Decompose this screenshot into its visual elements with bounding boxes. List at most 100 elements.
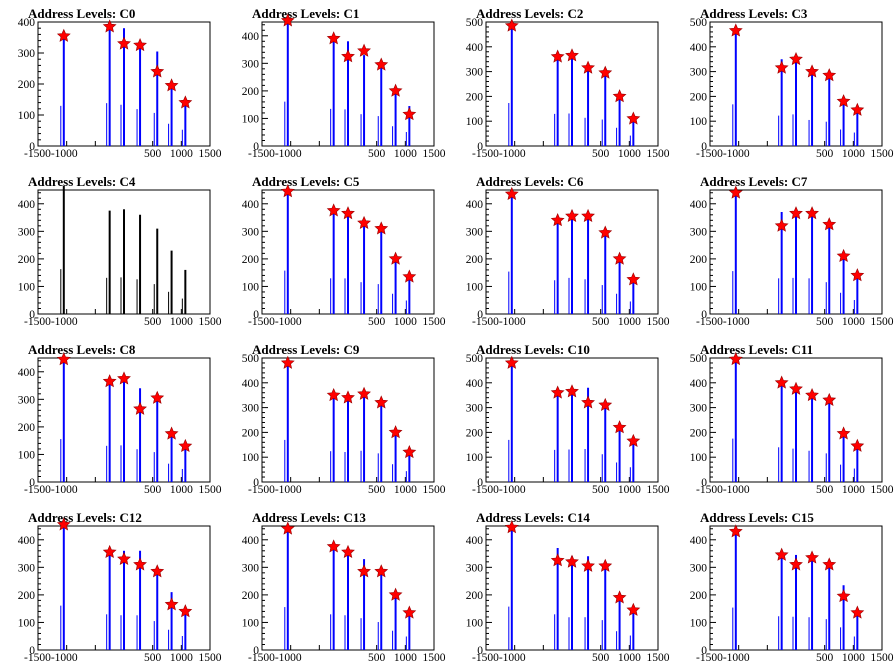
- peak-marker: [56, 28, 71, 42]
- peak-marker: [133, 401, 147, 415]
- peak-marker: [164, 78, 179, 92]
- y-tick-label: 400: [466, 42, 484, 54]
- peak-marker: [388, 587, 403, 601]
- y-tick-label: 0: [477, 645, 483, 657]
- y-tick-label: 100: [690, 116, 708, 128]
- histogram-panel: Address Levels: C2 0 100 200 300 400 500 -1500-…: [448, 0, 672, 168]
- y-tick-label: 100: [242, 281, 260, 293]
- panel-title: Address Levels: C4: [28, 174, 136, 189]
- peak-marker: [150, 390, 165, 404]
- histogram-svg: Address Levels: C8 0 100 200 300 400 -1500-100…: [18, 342, 222, 496]
- y-tick-label: 200: [690, 91, 708, 103]
- peak-marker: [626, 433, 641, 447]
- peak-marker: [789, 51, 803, 66]
- y-tick-label: 400: [466, 199, 484, 211]
- peak-marker: [836, 248, 851, 263]
- y-tick-label: 100: [242, 617, 260, 629]
- peak-marker: [774, 218, 789, 232]
- histogram-svg: Address Levels: C2 0 100 200 300 400 500 -1500-…: [466, 6, 670, 160]
- y-tick-label: 300: [18, 226, 36, 238]
- y-tick-label: 300: [18, 48, 36, 60]
- y-tick-label: 200: [690, 254, 708, 266]
- panel-title: Address Levels: C12: [28, 510, 142, 525]
- x-tick-label: 1000: [618, 148, 641, 160]
- x-tick-label: 1500: [871, 652, 894, 664]
- peak-marker: [341, 544, 355, 559]
- peak-marker: [626, 111, 641, 125]
- y-tick-label: 100: [18, 110, 36, 122]
- histogram-svg: Address Levels: C12 0 100 200 300 400 -1500-10…: [18, 510, 222, 664]
- y-tick-label: 100: [466, 452, 484, 464]
- x-tick-label: 1000: [394, 652, 417, 664]
- x-tick-label: 1500: [423, 148, 446, 160]
- x-tick-label: 1500: [423, 316, 446, 328]
- x-tick-label: -1500-1000: [24, 652, 78, 664]
- y-tick-label: 300: [18, 394, 36, 406]
- x-tick-label: 500: [816, 148, 834, 160]
- peak-marker: [133, 37, 147, 52]
- panel-title: Address Levels: C5: [252, 174, 360, 189]
- y-tick-label: 400: [18, 535, 36, 547]
- y-tick-label: 0: [29, 477, 35, 489]
- peak-marker: [374, 395, 389, 409]
- peak-marker: [341, 390, 355, 404]
- y-tick-label: 400: [466, 378, 484, 390]
- peak-marker: [388, 83, 403, 97]
- y-tick-label: 300: [690, 67, 708, 79]
- x-tick-label: -1500-1000: [696, 148, 750, 160]
- peak-marker: [836, 589, 851, 603]
- y-tick-label: 0: [253, 645, 259, 657]
- x-tick-label: -1500-1000: [472, 148, 526, 160]
- histogram-svg: Address Levels: C6 0 100 200 300 400 -1500-100…: [466, 174, 670, 328]
- y-tick-label: 200: [18, 590, 36, 602]
- histogram-svg: Address Levels: C10 0 100 200 300 400 500 -1500…: [466, 342, 670, 496]
- histogram-svg: Address Levels: C0 0 100 200 300 400 -1500-100…: [18, 6, 222, 160]
- panel-title: Address Levels: C14: [476, 510, 590, 525]
- x-tick-label: 500: [368, 148, 386, 160]
- x-tick-label: 1000: [394, 484, 417, 496]
- y-tick-label: 100: [18, 617, 36, 629]
- x-tick-label: 500: [816, 652, 834, 664]
- y-tick-label: 500: [466, 17, 484, 29]
- histogram-panel: Address Levels: C11 0 100 200 300 400 500 -1500…: [672, 336, 896, 504]
- y-tick-label: 300: [242, 58, 260, 70]
- y-tick-label: 100: [18, 281, 36, 293]
- peak-marker: [280, 355, 295, 369]
- peak-marker: [280, 184, 295, 198]
- x-tick-label: 1000: [170, 316, 193, 328]
- y-tick-label: 400: [690, 199, 708, 211]
- panel-title: Address Levels: C0: [28, 6, 135, 21]
- peak-marker: [150, 64, 165, 78]
- histogram-panel: Address Levels: C13 0 100 200 300 400 -1500-10…: [224, 504, 448, 672]
- histogram-panel: Address Levels: C15 0 100 200 300 400 -1500-10…: [672, 504, 896, 672]
- peak-marker: [178, 604, 193, 618]
- x-tick-label: 500: [816, 484, 834, 496]
- y-tick-label: 400: [18, 17, 36, 29]
- y-tick-label: 0: [253, 141, 259, 153]
- y-tick-label: 200: [466, 254, 484, 266]
- y-tick-label: 400: [18, 199, 36, 211]
- y-tick-label: 500: [690, 17, 708, 29]
- peak-marker: [341, 49, 355, 63]
- histogram-svg: Address Levels: C14 0 100 200 300 400 -1500-10…: [466, 510, 670, 664]
- peak-marker: [728, 185, 743, 199]
- y-tick-label: 0: [477, 141, 483, 153]
- y-tick-label: 0: [477, 477, 483, 489]
- y-tick-label: 100: [466, 617, 484, 629]
- peak-marker: [550, 385, 565, 399]
- x-tick-label: 500: [816, 316, 834, 328]
- peak-marker: [805, 206, 819, 220]
- peak-marker: [565, 384, 579, 398]
- peak-marker: [598, 397, 613, 411]
- x-tick-label: 500: [144, 148, 162, 160]
- y-tick-label: 300: [690, 226, 708, 238]
- y-tick-label: 200: [18, 422, 36, 434]
- x-tick-label: -1500-1000: [248, 316, 302, 328]
- peak-marker: [565, 48, 579, 62]
- y-tick-label: 0: [253, 477, 259, 489]
- y-tick-label: 200: [242, 427, 260, 439]
- x-tick-label: 1500: [199, 484, 222, 496]
- peak-marker: [789, 557, 803, 571]
- y-tick-label: 300: [690, 403, 708, 415]
- peak-marker: [850, 102, 865, 116]
